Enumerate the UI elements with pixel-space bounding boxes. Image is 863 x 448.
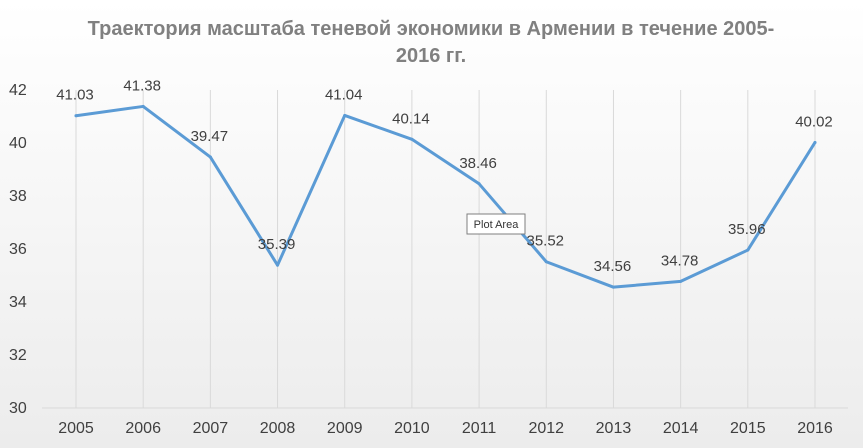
x-tick-label: 2010	[394, 420, 430, 437]
x-tick-label: 2015	[730, 420, 766, 437]
tooltip-box	[466, 213, 526, 235]
y-axis: 30 32 34 36 38 40 42	[9, 82, 27, 417]
data-point	[343, 113, 347, 117]
y-tick-label: 34	[9, 294, 27, 311]
data-label: 40.14	[392, 110, 430, 127]
data-point	[813, 140, 817, 144]
y-tick-label: 30	[9, 400, 27, 417]
data-point	[477, 182, 481, 186]
data-point	[208, 155, 212, 159]
x-tick-label: 2008	[260, 420, 296, 437]
data-point	[679, 279, 683, 283]
y-tick-label: 40	[9, 135, 27, 152]
data-point	[74, 114, 78, 118]
y-tick-label: 42	[9, 82, 27, 99]
data-point	[746, 248, 750, 252]
data-label: 41.03	[56, 87, 94, 104]
x-tick-label: 2005	[58, 420, 94, 437]
data-label: 34.56	[594, 258, 632, 275]
series-line	[74, 104, 817, 289]
chart-title-line-2: 2016 гг.	[396, 45, 466, 67]
data-label: 41.38	[123, 77, 161, 94]
data-label: 35.96	[728, 221, 766, 238]
chart-title-line-1: Траектория масштаба теневой экономики в …	[88, 18, 775, 40]
y-tick-label: 36	[9, 241, 27, 258]
y-tick-label: 38	[9, 188, 27, 205]
plot-area-tooltip: Plot Area	[466, 213, 526, 235]
data-label: 35.52	[526, 233, 564, 250]
data-point	[544, 260, 548, 264]
data-point	[141, 104, 145, 108]
x-tick-label: 2014	[663, 420, 699, 437]
x-tick-label: 2007	[193, 420, 229, 437]
data-label: 41.04	[325, 86, 363, 103]
series-line-group	[74, 104, 817, 289]
x-tick-label: 2009	[327, 420, 363, 437]
x-tick-label: 2006	[125, 420, 161, 437]
data-label: 40.02	[795, 113, 833, 130]
x-tick-label: 2016	[797, 420, 833, 437]
y-tick-label: 32	[9, 347, 27, 364]
data-label: 34.78	[661, 252, 699, 269]
data-label: 39.47	[191, 128, 229, 145]
data-point	[276, 263, 280, 267]
x-tick-label: 2013	[596, 420, 632, 437]
x-tick-label: 2011	[462, 420, 497, 437]
data-point	[410, 137, 414, 141]
data-point	[611, 285, 615, 289]
x-axis: 2005 2006 2007 2008 2009 2010 2011 2012 2013 2014…	[58, 420, 833, 437]
x-tick-label: 2012	[528, 420, 564, 437]
data-label: 35.39	[258, 236, 296, 253]
data-label: 38.46	[459, 155, 497, 172]
tooltip-text: Plot Area	[474, 219, 520, 231]
data-labels: 41.03 41.38 39.47 35.39 41.04 40.14 38.46 35.52…	[56, 77, 833, 275]
